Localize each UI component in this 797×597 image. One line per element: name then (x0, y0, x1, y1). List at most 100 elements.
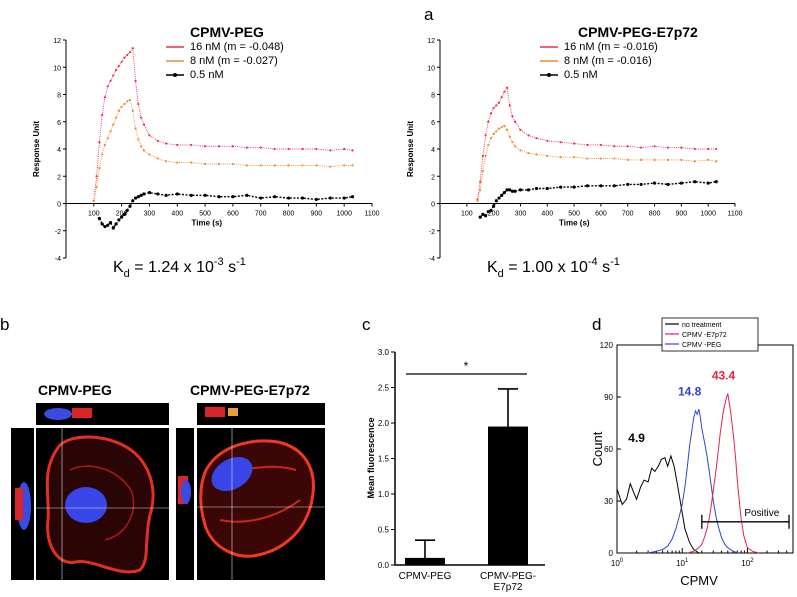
y-tick-label: 120 (600, 341, 614, 350)
kinetics-plot-cpmv-peg-e7p72: CPMV-PEG-E7p72 -4 -2 0 2 4 6 8 10 12 100 200 300 400… (406, 24, 743, 280)
data-point (112, 74, 115, 77)
legend-label: 16 nM (m = -0.048) (190, 41, 284, 53)
data-point (534, 186, 539, 191)
data-point (245, 193, 249, 197)
data-point (133, 196, 138, 200)
data-point (165, 160, 168, 163)
data-point (535, 137, 538, 140)
data-point (106, 223, 110, 227)
data-point (481, 169, 485, 172)
data-point (106, 137, 109, 140)
x-tick-label: 1100 (727, 211, 742, 218)
y-tick-label: -2 (429, 229, 435, 236)
x-tick-base: 10 (741, 559, 750, 568)
data-point (526, 188, 531, 192)
data-point (489, 208, 493, 212)
data-point (131, 47, 134, 50)
data-point (137, 102, 140, 106)
data-point (527, 151, 530, 155)
data-point (640, 146, 643, 149)
micrograph-label-cpmv-peg-e7p72: CPMV-PEG-E7p72 (190, 382, 310, 398)
y-tick-label: 12 (427, 38, 435, 45)
kd-part: K (487, 259, 498, 276)
population-percent: 14.8 (678, 384, 702, 398)
data-point (111, 226, 115, 230)
data-point (503, 124, 506, 127)
bar (405, 557, 445, 565)
data-point (481, 154, 485, 157)
yz-membrane (15, 488, 23, 520)
y-axis-label: Response Unit (32, 121, 41, 177)
data-point (106, 85, 109, 88)
data-point (586, 157, 589, 160)
data-point (494, 199, 498, 203)
data-point (706, 181, 710, 185)
y-tick-label: 10 (53, 65, 61, 72)
data-point (343, 147, 346, 151)
x-tick-label: 800 (283, 211, 295, 218)
data-point (128, 51, 132, 54)
micrograph-cpmv-peg (11, 403, 169, 580)
y-tick-label: 12 (53, 38, 61, 45)
data-point (511, 115, 514, 118)
cell-inner-signal (69, 465, 135, 541)
data-point (103, 225, 107, 229)
data-point (95, 186, 98, 189)
data-point (707, 158, 710, 161)
data-point (101, 153, 104, 156)
data-point (103, 96, 107, 99)
data-point (508, 188, 512, 192)
data-point (666, 146, 670, 149)
y-tick-label: 30 (604, 497, 613, 506)
data-point (259, 146, 262, 149)
data-point (626, 145, 629, 148)
y-tick-label: -4 (55, 256, 61, 263)
panel-letter-d: d (592, 315, 601, 334)
x-tick-label: 1100 (364, 211, 379, 218)
x-axis-label: Time (s) (192, 219, 223, 228)
data-point (231, 145, 235, 148)
legend-label: no treatment (682, 322, 721, 329)
data-point (101, 113, 104, 117)
kd-part: = 1.00 x 10 (504, 259, 588, 276)
x-tick-label: 600 (227, 211, 239, 218)
y-tick-label: -2 (55, 229, 61, 236)
x-tick-label: 400 (541, 211, 553, 218)
data-point (164, 193, 168, 197)
y-tick-label: 3.0 (378, 348, 390, 357)
data-point (176, 161, 179, 164)
data-point (301, 164, 304, 167)
legend-marker (173, 73, 177, 77)
panel-letter-b: b (0, 315, 9, 334)
data-point (572, 142, 576, 145)
data-point (120, 60, 123, 63)
data-point (103, 143, 107, 147)
kd-part: -1 (236, 256, 246, 268)
data-point (142, 149, 145, 152)
y-tick-label: 1.5 (378, 455, 390, 464)
data-point (259, 164, 262, 167)
x-tick-label: CPMV-PEG- (480, 571, 536, 582)
legend-label: 8 nM (m = -0.027) (190, 55, 278, 67)
data-point (586, 143, 589, 147)
data-point (666, 182, 670, 187)
data-point (114, 222, 118, 226)
x-tick-label: 300 (515, 211, 527, 218)
data-point (137, 138, 140, 141)
data-point (142, 192, 146, 196)
data-point (131, 199, 135, 203)
data-point (139, 193, 143, 197)
data-point (481, 212, 485, 216)
data-point (350, 195, 355, 199)
data-point (231, 162, 235, 166)
data-point (715, 147, 718, 151)
data-point (495, 104, 498, 107)
kinetics-plot-cpmv-peg: CPMV-PEG -4 -2 0 2 4 6 8 10 12 100 200 300 400 500 600… (32, 24, 380, 280)
data-point (217, 145, 221, 148)
data-point (156, 192, 160, 196)
micrograph-cpmv-peg-e7p72 (176, 403, 325, 580)
data-point (679, 181, 683, 185)
data-point (612, 184, 616, 188)
data-point (492, 204, 496, 208)
